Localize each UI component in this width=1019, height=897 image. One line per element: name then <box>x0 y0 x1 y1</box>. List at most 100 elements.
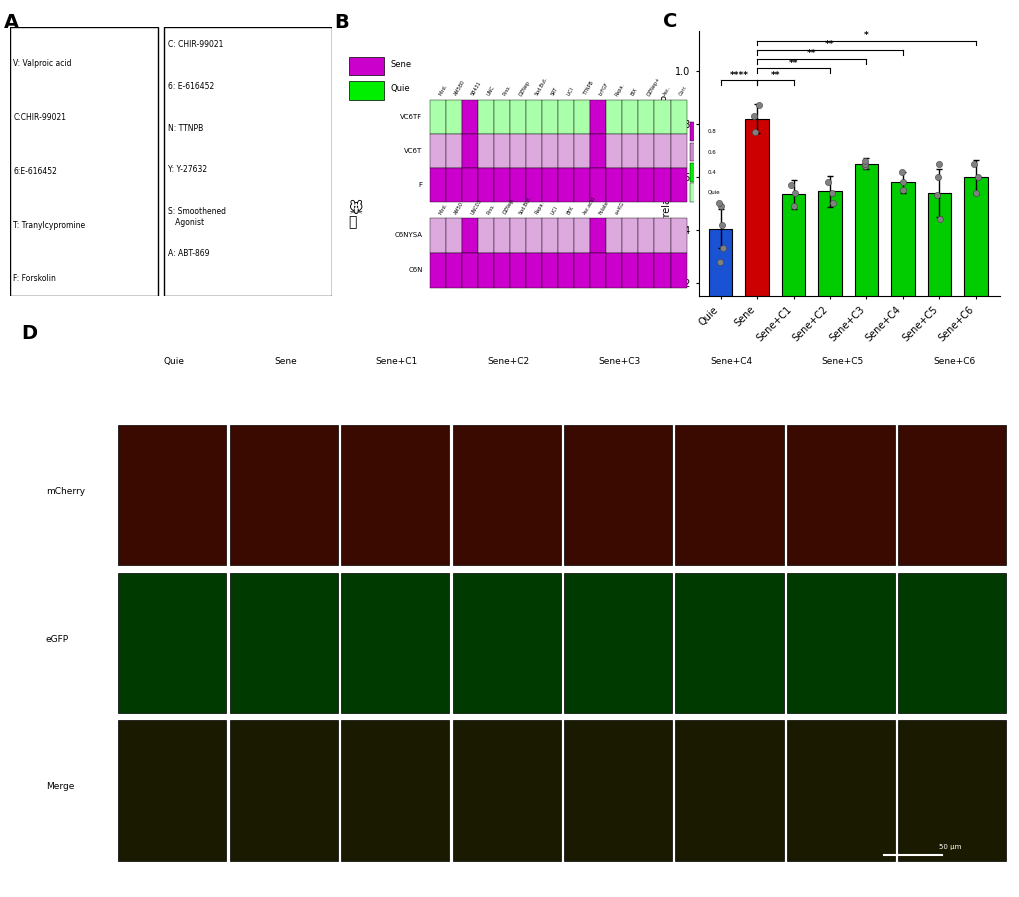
Bar <box>574 218 590 253</box>
Text: T: Tranylcypromine: T: Tranylcypromine <box>13 221 86 230</box>
Text: brFGF: brFGF <box>598 82 609 97</box>
Text: SRT: SRT <box>549 86 558 97</box>
Bar <box>164 27 331 296</box>
Text: UNC: UNC <box>485 85 495 97</box>
Text: Folate: Folate <box>598 200 609 215</box>
Text: VC6TF: VC6TF <box>400 114 422 119</box>
Bar <box>429 168 445 202</box>
Point <box>713 217 730 231</box>
Text: Sene: Sene <box>274 357 297 366</box>
Bar <box>348 81 383 100</box>
Text: S: Smoothened
   Agonist: S: Smoothened Agonist <box>167 207 225 227</box>
Bar <box>526 134 541 168</box>
Bar <box>898 720 1006 861</box>
Bar <box>10 27 158 296</box>
Text: Merge: Merge <box>46 782 74 791</box>
Point <box>967 186 983 200</box>
Bar <box>669 253 686 288</box>
Bar <box>445 134 462 168</box>
Text: Rapa.: Rapa. <box>534 201 545 215</box>
Point <box>929 156 946 170</box>
Text: V: Valproic acid: V: Valproic acid <box>13 59 72 68</box>
Text: Sene: Sene <box>390 60 412 69</box>
Text: 50 μm: 50 μm <box>938 844 960 849</box>
Point <box>894 175 910 189</box>
Point <box>712 199 729 213</box>
Point <box>746 109 762 123</box>
Point <box>786 199 802 213</box>
Point <box>750 99 766 113</box>
Bar <box>510 218 526 253</box>
Text: A: ABT-869: A: ABT-869 <box>167 249 209 258</box>
Text: C6N: C6N <box>408 267 422 274</box>
Bar <box>510 168 526 202</box>
Bar <box>118 572 226 713</box>
Text: C6NYSA: C6NYSA <box>394 232 422 239</box>
Text: Sene+C6: Sene+C6 <box>932 357 974 366</box>
Text: LiCl: LiCl <box>549 205 558 215</box>
Point <box>856 156 872 170</box>
Text: 🐭: 🐭 <box>348 202 363 216</box>
Bar <box>429 100 445 134</box>
Bar <box>341 572 448 713</box>
Bar <box>854 163 877 335</box>
Bar <box>452 425 560 565</box>
Bar <box>574 168 590 202</box>
Bar <box>675 425 783 565</box>
Bar <box>445 100 462 134</box>
Text: 0.4: 0.4 <box>707 170 715 175</box>
Bar <box>477 100 493 134</box>
Bar <box>429 218 445 253</box>
Bar <box>462 218 477 253</box>
Point <box>894 183 910 197</box>
Text: AM580: AM580 <box>453 80 466 97</box>
Bar <box>891 182 914 335</box>
Bar <box>622 168 638 202</box>
Point <box>786 186 802 200</box>
Bar <box>445 218 462 253</box>
Bar <box>622 134 638 168</box>
Bar <box>590 218 605 253</box>
Bar <box>690 163 703 182</box>
Point <box>928 188 945 203</box>
Point <box>714 241 731 256</box>
Bar <box>493 168 510 202</box>
Point <box>968 170 984 184</box>
Text: D: D <box>21 325 38 344</box>
Bar <box>526 168 541 202</box>
Bar <box>675 720 783 861</box>
Text: Quie: Quie <box>163 357 184 366</box>
Text: UNC03: UNC03 <box>470 198 482 215</box>
Point <box>856 159 872 173</box>
Point <box>929 170 946 184</box>
Text: BIX: BIX <box>630 87 638 97</box>
Bar <box>669 168 686 202</box>
Bar <box>541 218 557 253</box>
Bar <box>605 100 622 134</box>
Text: Sene+C4: Sene+C4 <box>709 357 752 366</box>
Bar <box>462 253 477 288</box>
Point <box>746 125 762 139</box>
Bar <box>510 100 526 134</box>
Bar <box>675 572 783 713</box>
Text: Sene+C2: Sene+C2 <box>487 357 529 366</box>
Bar <box>638 134 654 168</box>
Bar <box>781 194 805 335</box>
Point <box>856 154 872 169</box>
Bar <box>452 572 560 713</box>
Text: Corr.: Corr. <box>678 84 688 97</box>
Bar <box>526 100 541 134</box>
Bar <box>622 253 638 288</box>
Bar <box>557 100 574 134</box>
Text: Sene+C3: Sene+C3 <box>598 357 640 366</box>
Bar <box>229 720 337 861</box>
Point <box>709 196 726 211</box>
Bar <box>654 253 669 288</box>
Bar <box>817 191 841 335</box>
Text: LiCl: LiCl <box>566 87 575 97</box>
Point <box>711 255 728 269</box>
Text: C: CHIR-99021: C: CHIR-99021 <box>167 40 223 49</box>
Text: **: ** <box>769 71 780 80</box>
Bar <box>654 134 669 168</box>
Bar <box>541 253 557 288</box>
